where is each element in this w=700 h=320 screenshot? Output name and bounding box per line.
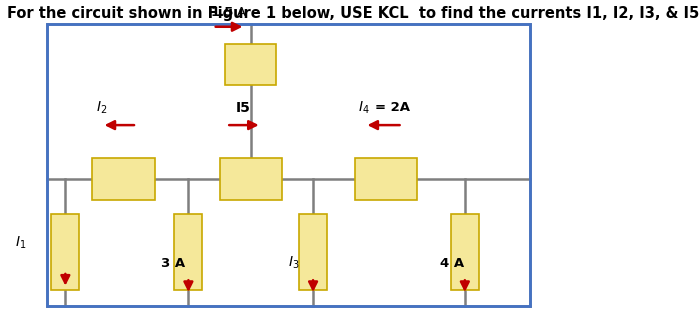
Bar	[92, 158, 155, 200]
Bar	[51, 214, 79, 290]
Text: $I_1$: $I_1$	[15, 234, 27, 251]
Text: = 2A: = 2A	[375, 101, 410, 114]
Bar	[174, 214, 202, 290]
Bar	[299, 214, 327, 290]
Text: 4 A: 4 A	[440, 257, 465, 269]
Bar	[451, 214, 479, 290]
Bar	[225, 44, 276, 85]
Text: $I_4$: $I_4$	[358, 100, 370, 116]
Bar	[48, 24, 530, 306]
Bar	[220, 158, 282, 200]
Text: For the circuit shown in Figure 1 below, USE KCL  to find the currents I1, I2, I: For the circuit shown in Figure 1 below,…	[7, 6, 699, 21]
Text: I5: I5	[236, 101, 251, 115]
Text: 1.5: 1.5	[210, 6, 234, 19]
Bar	[355, 158, 417, 200]
Text: $I_2$: $I_2$	[96, 100, 108, 116]
Text: 3 A: 3 A	[161, 257, 186, 269]
Text: $I_3$: $I_3$	[288, 255, 299, 271]
Text: A: A	[237, 6, 246, 19]
